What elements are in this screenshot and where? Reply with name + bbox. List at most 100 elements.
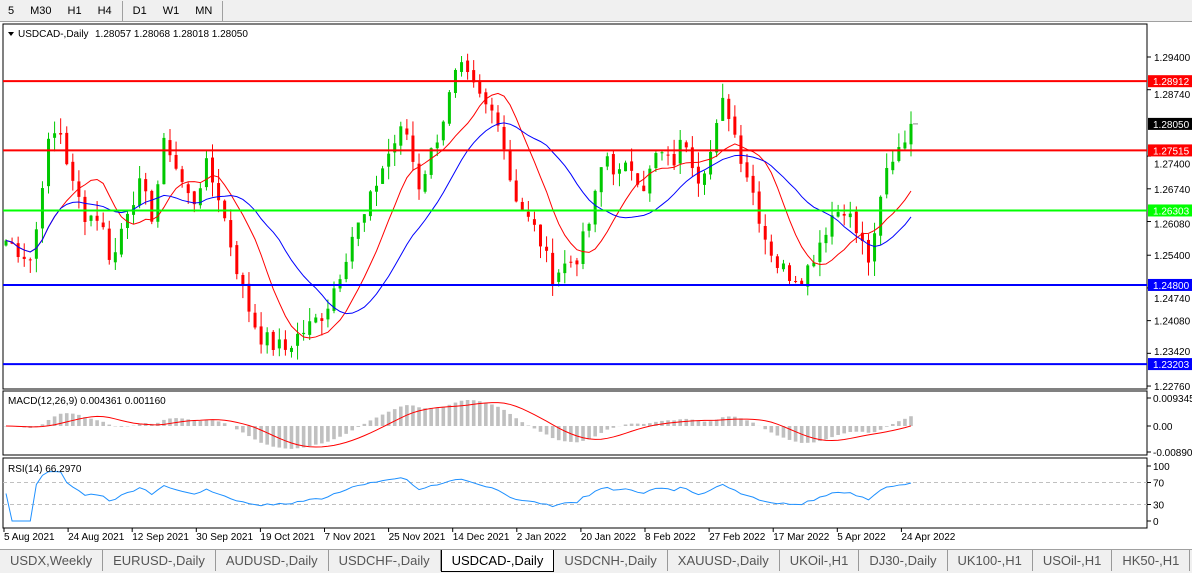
- macd-bar: [484, 402, 488, 426]
- macd-bar: [417, 407, 421, 426]
- macd-bar: [477, 401, 482, 426]
- candle-body: [709, 151, 713, 175]
- candle-body: [393, 143, 397, 153]
- tab-usdcad-daily[interactable]: USDCAD-,Daily: [440, 550, 555, 572]
- level-price-badge: [1148, 144, 1192, 157]
- candle-body: [399, 126, 403, 146]
- macd-bar: [890, 423, 895, 426]
- candle-body: [71, 161, 75, 181]
- macd-bar: [805, 426, 810, 443]
- candle-body: [836, 212, 840, 217]
- tab-usdchf-daily[interactable]: USDCHF-,Daily: [329, 550, 441, 571]
- macd-bar: [441, 406, 446, 426]
- date-label: 12 Sep 2021: [132, 532, 189, 543]
- candle-body: [775, 256, 779, 268]
- candle-body: [362, 214, 366, 223]
- macd-bar: [909, 416, 913, 426]
- macd-bar: [842, 426, 846, 434]
- macd-bar: [362, 423, 367, 426]
- ma-fast-line: [5, 92, 912, 339]
- timeframe-h4[interactable]: H4: [97, 4, 112, 17]
- candle-body: [854, 211, 858, 234]
- tab-dj30-daily[interactable]: DJ30-,Daily: [859, 550, 948, 571]
- macd-bar: [720, 417, 725, 426]
- candle-body: [526, 211, 530, 217]
- macd-bar: [866, 426, 871, 433]
- candle-body: [460, 62, 464, 72]
- candle-body: [10, 242, 14, 244]
- rsi-pane[interactable]: [2, 457, 1148, 529]
- macd-bar: [210, 420, 215, 426]
- candle-body: [727, 98, 731, 119]
- macd-bar: [751, 422, 755, 426]
- main-pane[interactable]: [2, 23, 1148, 390]
- timeframe-w1[interactable]: W1: [162, 4, 180, 17]
- tab-usdcnh-daily[interactable]: USDCNH-,Daily: [554, 550, 668, 571]
- candle-body: [569, 261, 573, 263]
- macd-label: MACD(12,26,9) 0.004361 0.001160: [8, 396, 166, 407]
- dropdown-triangle-icon[interactable]: [8, 32, 14, 36]
- timeframe-mn[interactable]: MN: [195, 4, 213, 17]
- candle-body: [897, 147, 901, 161]
- candle-body: [375, 185, 379, 192]
- candle-body: [34, 229, 38, 259]
- candle-body: [581, 231, 585, 264]
- candle-body: [381, 168, 385, 184]
- macd-bar: [556, 426, 561, 441]
- macd-bar: [435, 407, 440, 426]
- candle-body: [745, 162, 749, 178]
- candle-body: [818, 242, 822, 262]
- candle-body: [28, 259, 32, 261]
- macd-bar: [599, 426, 604, 433]
- candle-body: [113, 252, 117, 263]
- date-label: 25 Nov 2021: [389, 532, 446, 543]
- candle-body: [636, 173, 640, 185]
- tab-ukoil-h1[interactable]: UKOil-,H1: [780, 550, 860, 571]
- tab-audusd-daily[interactable]: AUDUSD-,Daily: [216, 550, 329, 571]
- candle-body: [253, 312, 257, 328]
- tab-usoil-h1[interactable]: USOil-,H1: [1033, 550, 1113, 571]
- macd-bar: [320, 426, 324, 444]
- tab-hk50-h1[interactable]: HK50-,H1: [1112, 550, 1191, 571]
- chart-window[interactable]: 1.29400 1.28740 1.27400 1.26740 1.26080 1.254…: [0, 22, 1192, 549]
- timeframe-h1[interactable]: H1: [67, 4, 82, 17]
- tab-eurusd-daily[interactable]: EURUSD-,Daily: [103, 550, 216, 571]
- candle-body: [466, 60, 470, 73]
- macd-bar: [71, 413, 75, 426]
- macd-bar: [629, 423, 634, 426]
- timeframe-m30[interactable]: M30: [30, 4, 52, 17]
- macd-bar: [423, 408, 427, 426]
- candle-body: [848, 213, 852, 218]
- candle-body: [502, 126, 506, 150]
- level-price-badge: [1148, 358, 1192, 371]
- candle-body: [326, 308, 330, 320]
- macd-bar: [733, 416, 737, 426]
- macd-bar: [259, 426, 263, 443]
- macd-bar: [271, 426, 276, 447]
- tab-uk100-h1[interactable]: UK100-,H1: [948, 550, 1033, 571]
- macd-bar: [641, 423, 646, 426]
- candle-body: [660, 152, 664, 154]
- candle-body: [909, 123, 913, 145]
- macd-signal-line: [5, 402, 912, 448]
- macd-bar: [471, 400, 476, 426]
- candle-body: [873, 233, 877, 262]
- tab-usdx-weekly[interactable]: USDX,Weekly: [0, 550, 104, 571]
- candle-body: [611, 154, 615, 175]
- candle-body: [514, 180, 518, 202]
- timeframe-d1[interactable]: D1: [132, 4, 147, 17]
- macd-bar: [903, 418, 907, 426]
- candle-body: [180, 169, 184, 182]
- macd-bar: [538, 426, 543, 432]
- macd-bar: [180, 418, 184, 426]
- macd-bar: [824, 426, 828, 440]
- candle-body: [344, 261, 348, 280]
- macd-bar: [763, 426, 768, 430]
- candle-body: [186, 184, 190, 194]
- candle-body: [696, 166, 700, 184]
- macd-bar: [812, 426, 816, 443]
- tab-xauusd-daily[interactable]: XAUUSD-,Daily: [668, 550, 780, 571]
- timeframe-5[interactable]: 5: [8, 4, 15, 17]
- candle-body: [593, 190, 597, 225]
- separator: [222, 0, 224, 21]
